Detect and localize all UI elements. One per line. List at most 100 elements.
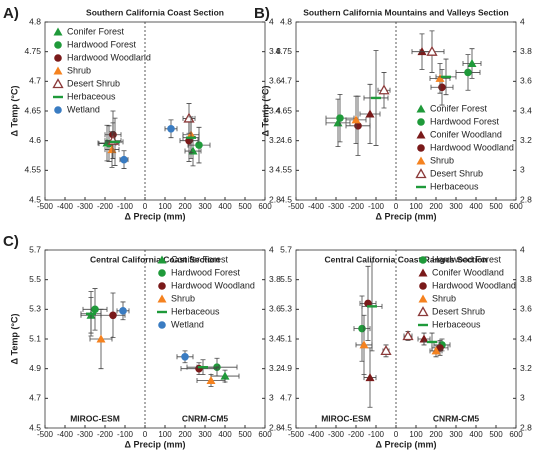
legend-label: Herbaceous (67, 91, 116, 101)
y-tick-label: 4.8 (280, 16, 292, 26)
point (431, 346, 441, 355)
y2-tick-label: 3.2 (269, 135, 281, 145)
legend-label: Wetland (171, 319, 204, 329)
y-tick-label: 4.5 (29, 194, 41, 204)
x-tick-label: -300 (77, 202, 94, 211)
y-tick-label: 5.1 (29, 333, 41, 343)
y2-tick-label: 3.6 (269, 76, 281, 86)
legend-marker (419, 256, 427, 264)
x-tick-label: 100 (409, 430, 423, 439)
legend-marker (418, 323, 428, 327)
legend-marker (52, 78, 64, 89)
x-tick-label: 400 (218, 430, 232, 439)
model-label: MIROC-ESM (70, 413, 120, 423)
y-tick-label: 4.75 (275, 46, 292, 56)
y2-tick-label: 3.2 (269, 363, 281, 373)
legend-label: Conifer Forest (430, 103, 488, 113)
legend-marker (416, 130, 426, 139)
y-axis-label: Δ Temp (°C) (9, 314, 19, 365)
x-tick-label: 200 (178, 202, 192, 211)
x-axis-label: Δ Precip (mm) (376, 439, 437, 449)
y-tick-label: 4.9 (280, 363, 292, 373)
y2-tick-label: 2.8 (520, 422, 532, 432)
point (438, 83, 446, 92)
legend-marker (415, 168, 427, 179)
point (427, 340, 437, 344)
y2-tick-label: 3.4 (269, 105, 281, 115)
y-axis-label: Δ Temp (°C) (260, 86, 270, 137)
legend-label: Desert Shrub (432, 306, 485, 316)
y-tick-label: 4.6 (29, 135, 41, 145)
x-tick-label: -300 (328, 430, 345, 439)
x-tick-label: 0 (394, 430, 399, 439)
legend-label: Herbaceous (171, 306, 220, 316)
y2-tick-label: 3 (269, 393, 274, 403)
x-tick-label: -400 (57, 430, 74, 439)
point (378, 84, 390, 95)
y2-tick-label: 3.6 (269, 304, 281, 314)
x-tick-label: 600 (509, 430, 523, 439)
x-tick-label: -100 (117, 202, 134, 211)
legend-label: Conifer Forest (171, 254, 229, 264)
point (206, 376, 216, 385)
y-tick-label: 4.75 (24, 46, 41, 56)
legend-marker (416, 104, 426, 113)
x-tick-label: -300 (77, 430, 94, 439)
x-tick-label: 200 (178, 430, 192, 439)
y2-tick-label: 3.2 (520, 135, 532, 145)
x-tick-label: 200 (429, 430, 443, 439)
legend-marker (157, 255, 167, 264)
x-tick-label: -500 (37, 430, 54, 439)
y2-tick-label: 3.4 (520, 105, 532, 115)
y-tick-label: 4.7 (280, 76, 292, 86)
legend-label: Desert Shrub (67, 78, 120, 88)
point (86, 312, 96, 315)
y2-tick-label: 3.4 (520, 333, 532, 343)
legend-label: Herbaceous (430, 181, 479, 191)
legend-label: Conifer Forest (67, 26, 125, 36)
legend-marker (157, 294, 167, 303)
x-tick-label: -300 (328, 202, 345, 211)
y2-tick-label: 3.6 (520, 76, 532, 86)
x-tick-label: -100 (117, 430, 134, 439)
point (336, 114, 344, 122)
model-label: MIROC-ESM (321, 413, 371, 423)
point (402, 330, 414, 341)
x-tick-label: 400 (218, 202, 232, 211)
legend-label: Shrub (432, 293, 456, 303)
y-tick-label: 5.5 (280, 274, 292, 284)
y2-tick-label: 4 (269, 16, 274, 26)
legend-label: Hardwood Woodland (171, 280, 255, 290)
legend-marker (419, 282, 427, 290)
legend-label: Hardwood Forest (430, 116, 500, 126)
y-tick-label: 4.5 (280, 194, 292, 204)
x-tick-label: -400 (308, 202, 325, 211)
x-tick-label: -400 (308, 430, 325, 439)
legend-label: Herbaceous (432, 319, 481, 329)
x-tick-label: -500 (37, 202, 54, 211)
legend-marker (418, 294, 428, 303)
y2-tick-label: 2.8 (269, 422, 281, 432)
point (109, 311, 117, 320)
y2-tick-label: 3.4 (269, 333, 281, 343)
x-tick-label: 400 (469, 430, 483, 439)
legend-label: Hardwood Forest (432, 254, 502, 264)
y2-tick-label: 4 (520, 244, 525, 254)
legend-marker (54, 106, 62, 114)
model-label: CNRM-CM5 (182, 413, 229, 423)
point (120, 155, 128, 164)
point (91, 305, 99, 314)
legend-marker (157, 310, 167, 314)
x-tick-label: 500 (238, 202, 252, 211)
point (365, 373, 375, 382)
legend-label: Wetland (67, 104, 100, 114)
x-tick-label: 600 (258, 202, 272, 211)
panel-title: Central California Coast Section (90, 254, 220, 264)
legend-label: Hardwood Forest (171, 267, 241, 277)
point (198, 365, 208, 369)
y2-tick-label: 4 (520, 16, 525, 26)
point (367, 305, 377, 308)
point (358, 324, 366, 333)
y-tick-label: 5.3 (280, 304, 292, 314)
legend-label: Conifer Woodland (430, 129, 502, 139)
